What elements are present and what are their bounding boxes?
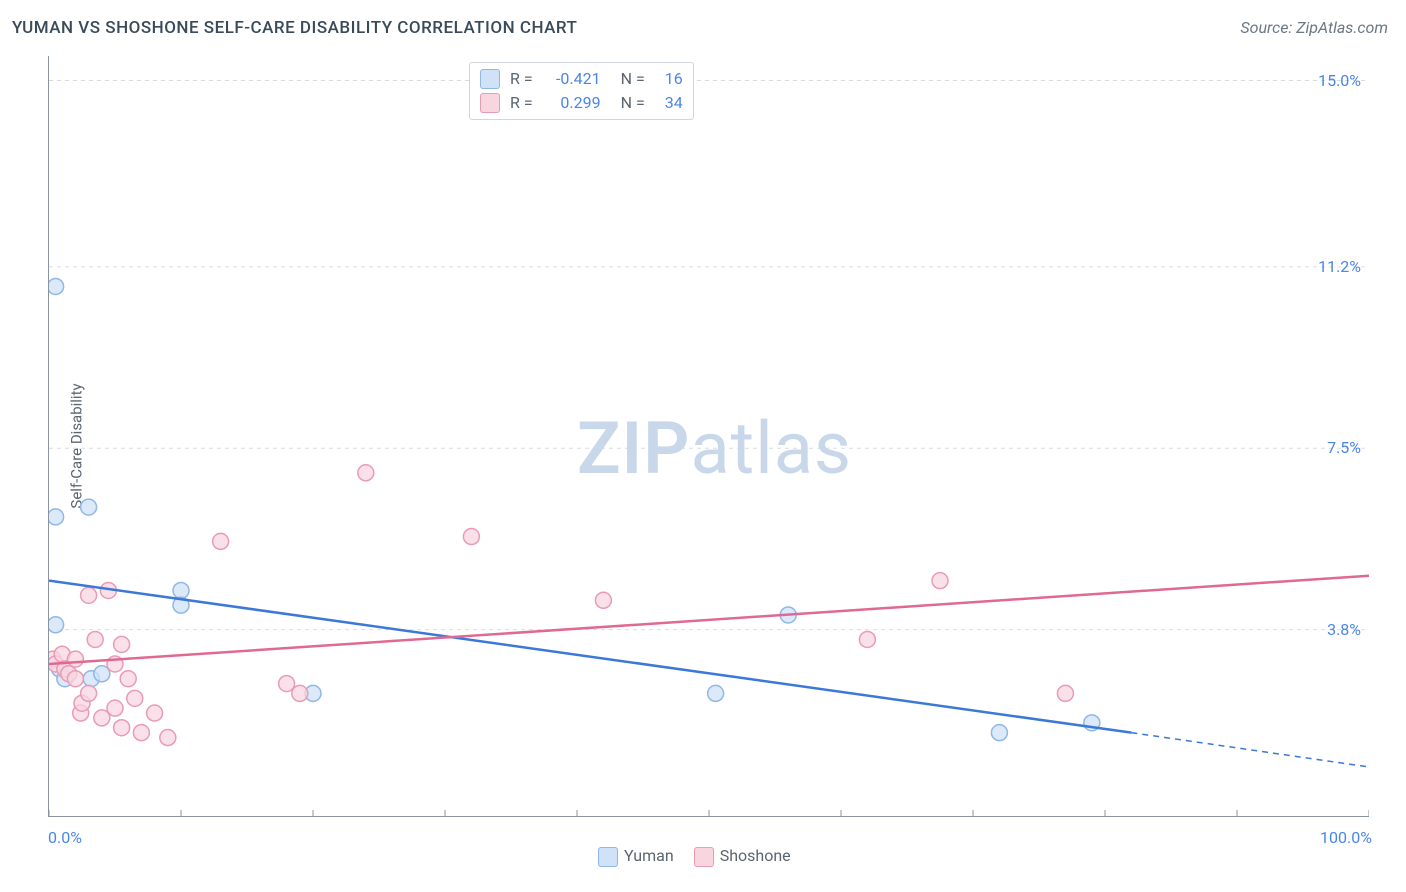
scatter-point bbox=[127, 690, 143, 706]
scatter-point bbox=[114, 720, 130, 736]
scatter-point bbox=[67, 651, 83, 667]
scatter-point bbox=[81, 499, 97, 515]
scatter-point bbox=[708, 685, 724, 701]
legend-swatch bbox=[694, 847, 714, 867]
scatter-point bbox=[932, 573, 948, 589]
y-tick-label: 3.8% bbox=[1327, 620, 1361, 639]
y-tick-label: 15.0% bbox=[1318, 71, 1361, 90]
corr-legend-row: R =-0.421N =16 bbox=[480, 67, 683, 91]
source-label: Source: ZipAtlas.com bbox=[1240, 18, 1388, 37]
trend-line bbox=[49, 576, 1369, 664]
chart-title: YUMAN VS SHOSHONE SELF-CARE DISABILITY C… bbox=[12, 18, 577, 38]
scatter-point bbox=[81, 587, 97, 603]
scatter-point bbox=[213, 533, 229, 549]
scatter-point bbox=[120, 671, 136, 687]
scatter-point bbox=[147, 705, 163, 721]
legend-item: Yuman bbox=[598, 846, 674, 867]
plot-area: ZIPatlas R =-0.421N =16R =0.299N =34 3.8… bbox=[48, 56, 1369, 817]
scatter-point bbox=[595, 592, 611, 608]
legend-item: Shoshone bbox=[694, 846, 791, 867]
legend-swatch bbox=[480, 69, 500, 89]
scatter-point bbox=[107, 700, 123, 716]
series-legend: Yuman Shoshone bbox=[598, 846, 791, 867]
scatter-point bbox=[991, 725, 1007, 741]
scatter-point bbox=[160, 730, 176, 746]
scatter-point bbox=[292, 685, 308, 701]
scatter-point bbox=[67, 671, 83, 687]
trend-line-extrapolated bbox=[1131, 733, 1369, 767]
scatter-point bbox=[87, 631, 103, 647]
scatter-point bbox=[1057, 685, 1073, 701]
scatter-point bbox=[133, 725, 149, 741]
legend-swatch bbox=[480, 93, 500, 113]
scatter-point bbox=[49, 509, 64, 525]
y-tick-label: 11.2% bbox=[1318, 257, 1361, 276]
scatter-point bbox=[859, 631, 875, 647]
scatter-point bbox=[114, 636, 130, 652]
scatter-point bbox=[49, 278, 64, 294]
corr-legend-row: R =0.299N =34 bbox=[480, 91, 683, 115]
x-tick-label: 0.0% bbox=[48, 828, 82, 847]
x-tick-label: 100.0% bbox=[1320, 828, 1372, 847]
y-tick-label: 7.5% bbox=[1327, 438, 1361, 457]
correlation-legend: R =-0.421N =16R =0.299N =34 bbox=[469, 62, 694, 120]
scatter-point bbox=[173, 582, 189, 598]
scatter-point bbox=[463, 529, 479, 545]
legend-swatch bbox=[598, 847, 618, 867]
scatter-point bbox=[358, 465, 374, 481]
scatter-point bbox=[49, 617, 64, 633]
scatter-point bbox=[81, 685, 97, 701]
